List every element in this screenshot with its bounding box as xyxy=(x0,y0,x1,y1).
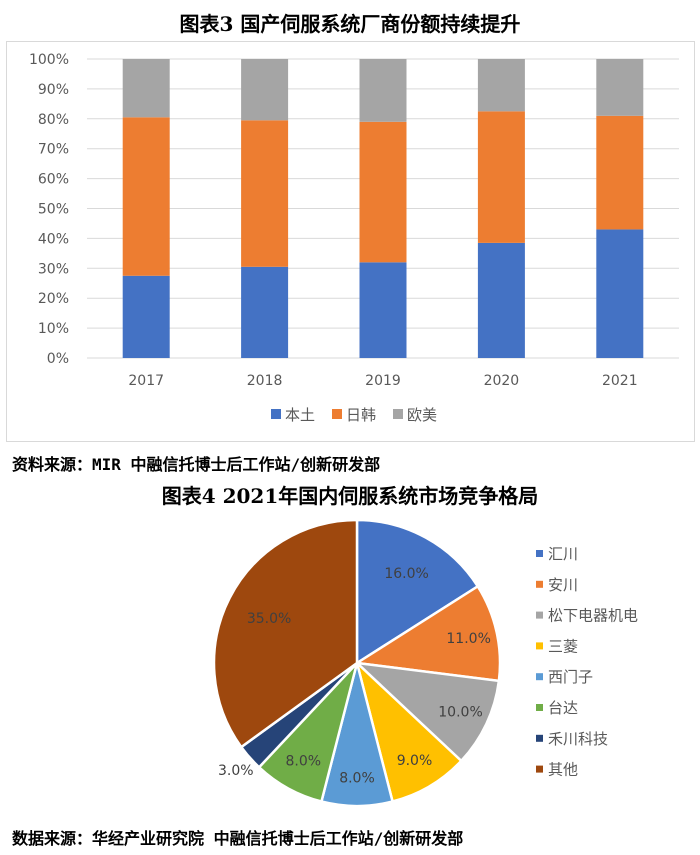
legend-label: 安川 xyxy=(548,576,578,594)
chart3-panel: 0% 10% 20% 30% 40% 50% 60% 70% 80% 90% 100% 2017 201… xyxy=(6,41,695,442)
legend-swatch xyxy=(536,704,543,711)
y-tick-label: 30% xyxy=(38,261,69,277)
bar-segment xyxy=(122,275,170,358)
x-tick-label: 2020 xyxy=(484,373,520,389)
y-tick-label: 20% xyxy=(38,291,69,307)
x-tick-label: 2017 xyxy=(128,373,164,389)
bar-segment xyxy=(122,117,170,276)
legend-label: 其他 xyxy=(548,761,578,779)
x-tick-label: 2018 xyxy=(247,373,283,389)
legend-swatch xyxy=(536,642,543,650)
pie-slice xyxy=(353,661,501,763)
legend-swatch xyxy=(536,734,543,742)
x-tick-label: 2019 xyxy=(365,373,401,389)
bar-segment xyxy=(596,115,644,230)
pie-slice xyxy=(353,584,502,683)
y-tick-label: 40% xyxy=(38,231,69,247)
legend-label: 汇川 xyxy=(548,545,578,563)
pie-value-label: 9.0% xyxy=(397,753,433,769)
bar-segment xyxy=(359,121,407,263)
bar-segment xyxy=(241,120,289,267)
pie-slice xyxy=(355,518,480,666)
legend-label: 三菱 xyxy=(548,637,578,655)
bar-segment xyxy=(596,59,644,116)
legend-swatch xyxy=(536,580,543,588)
y-tick-label: 50% xyxy=(38,202,69,218)
legend-label: 台达 xyxy=(548,699,578,717)
legend-label: 欧美 xyxy=(407,406,437,424)
bar-segment xyxy=(596,229,644,358)
y-tick-label: 0% xyxy=(47,351,69,367)
legend-label: 本土 xyxy=(285,406,315,424)
pie-value-label: 16.0% xyxy=(384,566,428,582)
bar-segment xyxy=(241,59,289,121)
pie-value-label: 11.0% xyxy=(446,631,490,647)
bar-segment xyxy=(359,59,407,122)
legend-label: 松下电器机电 xyxy=(548,607,638,625)
legend-label: 日韩 xyxy=(346,406,376,424)
legend-swatch xyxy=(393,409,403,419)
bar-segment xyxy=(359,262,407,358)
y-tick-label: 100% xyxy=(29,52,69,68)
pie-chart: 16.0% 11.0% 10.0% 9.0% 8.0% 8.0% 3.0% 35.0% 汇川安川… xyxy=(212,518,638,808)
pie-slice xyxy=(354,659,464,804)
legend-swatch xyxy=(536,550,543,557)
pie-slice xyxy=(212,518,359,749)
chart4-title: 图表4 2021年国内伺服系统市场竞争格局 xyxy=(161,484,539,508)
chart3-source: 资料来源：MIR 中融信托博士后工作站/创新研发部 xyxy=(12,455,381,474)
stacked-bar-chart: 0% 10% 20% 30% 40% 50% 60% 70% 80% 90% 100% 2017 201… xyxy=(29,52,679,424)
legend-label: 西门子 xyxy=(548,668,593,686)
x-tick-label: 2021 xyxy=(602,373,638,389)
pie-value-label: 35.0% xyxy=(247,611,291,627)
bar-segment xyxy=(122,59,170,118)
pie-value-label: 10.0% xyxy=(438,705,482,721)
bar-segment xyxy=(241,266,289,358)
legend-label: 禾川科技 xyxy=(548,730,608,748)
pie-value-label: 8.0% xyxy=(339,770,375,786)
y-tick-label: 70% xyxy=(38,142,69,158)
bar-segment xyxy=(477,59,525,112)
legend-swatch xyxy=(536,611,543,619)
bar-segment xyxy=(477,242,525,358)
pie-value-label: 8.0% xyxy=(285,754,321,770)
legend-swatch xyxy=(536,765,543,773)
y-tick-label: 80% xyxy=(38,112,69,128)
y-tick-label: 60% xyxy=(38,172,69,188)
legend-swatch xyxy=(271,409,281,419)
y-tick-label: 90% xyxy=(38,82,69,98)
chart3-title: 图表3 国产伺服系统厂商份额持续提升 xyxy=(179,12,521,36)
bar-segment xyxy=(477,111,525,243)
chart4-source: 数据来源：华经产业研究院 中融信托博士后工作站/创新研发部 xyxy=(12,829,464,848)
legend-swatch xyxy=(536,673,543,681)
y-tick-label: 10% xyxy=(38,321,69,337)
legend-swatch xyxy=(332,409,342,419)
pie-value-label: 3.0% xyxy=(218,763,254,779)
